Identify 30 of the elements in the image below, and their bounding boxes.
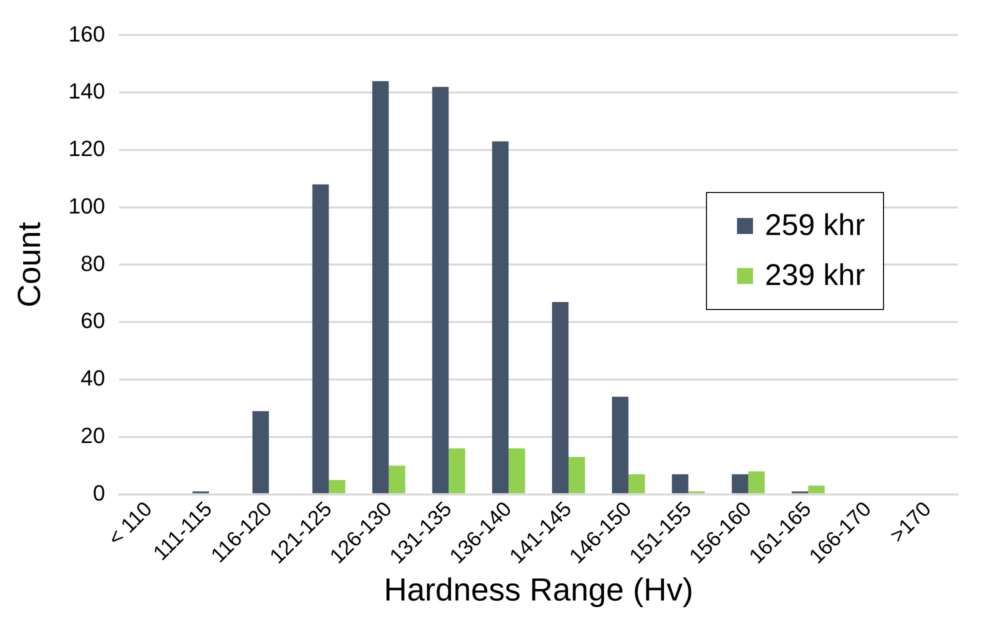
bar: [612, 396, 628, 494]
y-tick-label: 0: [92, 480, 106, 506]
legend-label: 259 khr: [764, 208, 865, 244]
bar: [432, 86, 449, 494]
y-tick-label: 100: [68, 193, 106, 218]
bar: [492, 141, 509, 494]
bar: [328, 480, 346, 494]
bar: [552, 302, 569, 494]
bar: [808, 486, 825, 494]
bar: [672, 474, 688, 494]
bar: [252, 411, 269, 494]
bar: [312, 184, 329, 494]
y-tick-label: 80: [80, 250, 106, 276]
bar: [372, 81, 389, 494]
y-tick-label: 140: [68, 78, 106, 104]
bar: [448, 448, 466, 494]
bar: [508, 448, 526, 494]
y-axis-title: Count: [11, 222, 48, 308]
bar: [568, 456, 585, 494]
y-tick-label: 120: [68, 136, 106, 162]
bar: [628, 474, 645, 494]
y-tick-label: 160: [68, 21, 106, 46]
y-tick-label: 40: [80, 366, 106, 391]
legend-label: 239 khr: [764, 258, 865, 294]
bar: [388, 466, 406, 494]
bar: [748, 471, 765, 494]
x-axis-title: Hardness Range (Hv): [384, 572, 694, 608]
bar: [732, 474, 748, 494]
y-tick-label: 20: [80, 422, 106, 448]
y-tick-label: 60: [80, 308, 106, 334]
